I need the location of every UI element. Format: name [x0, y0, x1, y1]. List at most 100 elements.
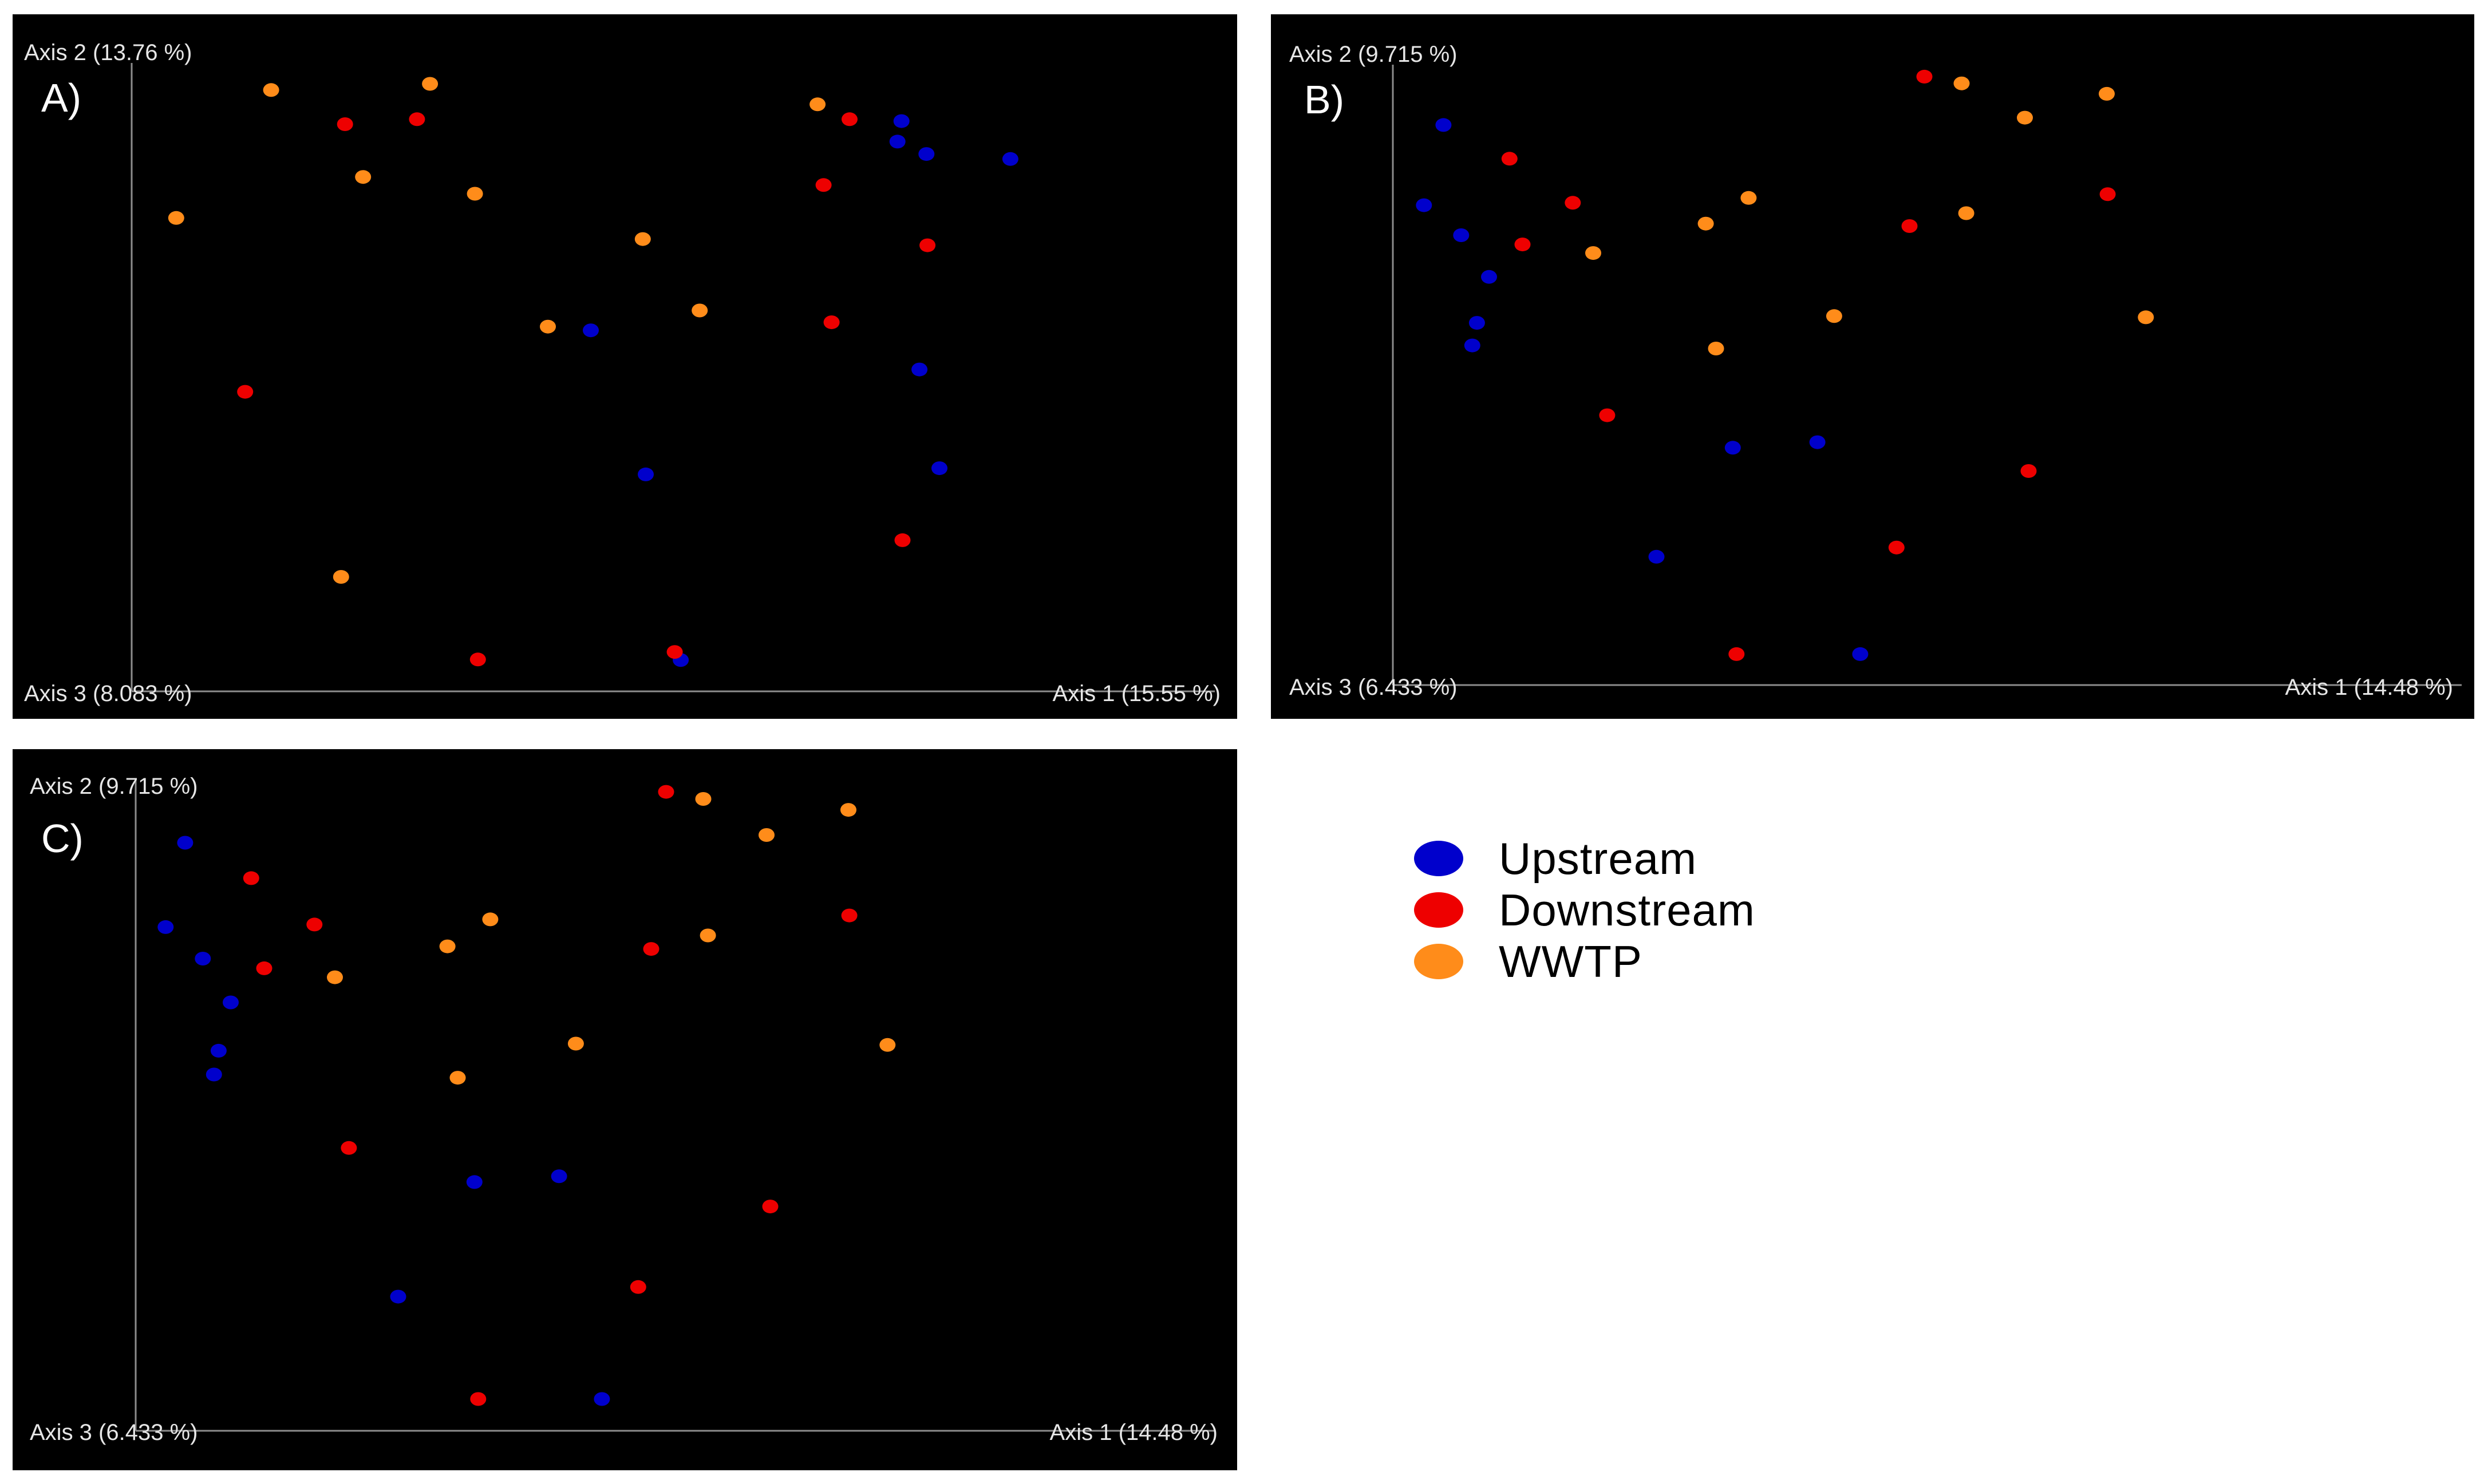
- legend-item-upstream: Upstream: [1414, 833, 1929, 884]
- point-downstream: [1916, 69, 1933, 84]
- point-downstream: [643, 942, 659, 956]
- panel-c-plot: Axis 2 (9.715 %) Axis 3 (6.433 %) Axis 1…: [30, 774, 1218, 1445]
- axis-1-label: Axis 1 (15.55 %): [1053, 681, 1221, 706]
- legend-swatch-wwtp: [1414, 944, 1463, 979]
- scatter-points: [168, 77, 1018, 667]
- point-wwtp: [439, 939, 456, 953]
- point-wwtp: [809, 97, 826, 112]
- legend-swatch-downstream: [1414, 892, 1463, 928]
- point-upstream: [390, 1289, 406, 1304]
- panel-a: Axis 2 (13.76 %) Axis 3 (8.083 %) Axis 1…: [13, 14, 1237, 719]
- axis-3-label: Axis 3 (6.433 %): [30, 1420, 198, 1445]
- point-upstream: [177, 836, 193, 850]
- point-upstream: [918, 147, 935, 161]
- point-upstream: [206, 1067, 222, 1082]
- point-wwtp: [700, 928, 716, 943]
- point-downstream: [2099, 187, 2116, 201]
- point-downstream: [306, 917, 323, 932]
- point-upstream: [1724, 441, 1741, 455]
- point-upstream: [594, 1392, 610, 1406]
- point-upstream: [1809, 435, 1826, 449]
- point-wwtp: [1708, 342, 1724, 355]
- point-downstream: [919, 238, 936, 252]
- point-downstream: [469, 652, 486, 667]
- point-upstream: [1002, 152, 1018, 166]
- point-wwtp: [759, 828, 775, 842]
- point-wwtp: [1697, 216, 1714, 231]
- point-upstream: [1416, 198, 1432, 212]
- point-wwtp: [1585, 246, 1601, 260]
- point-wwtp: [1958, 206, 1974, 220]
- point-wwtp: [879, 1038, 896, 1052]
- point-upstream: [466, 1175, 483, 1189]
- point-upstream: [210, 1043, 227, 1058]
- point-upstream: [911, 362, 928, 377]
- point-downstream: [243, 871, 259, 885]
- point-upstream: [893, 114, 910, 128]
- axis-3-label: Axis 3 (6.433 %): [1289, 675, 1457, 700]
- panel-label: A): [41, 76, 81, 120]
- panel-a-plot: Axis 2 (13.76 %) Axis 3 (8.083 %) Axis 1…: [24, 40, 1221, 706]
- legend-swatch-upstream: [1414, 841, 1463, 876]
- point-wwtp: [634, 232, 651, 246]
- point-wwtp: [692, 303, 708, 318]
- point-downstream: [237, 385, 254, 399]
- point-downstream: [1565, 196, 1581, 210]
- point-upstream: [1648, 549, 1665, 564]
- point-wwtp: [540, 319, 556, 334]
- point-wwtp: [695, 792, 712, 806]
- point-downstream: [666, 645, 683, 659]
- point-wwtp: [327, 970, 343, 984]
- axis-1-label: Axis 1 (14.48 %): [1050, 1420, 1218, 1445]
- point-downstream: [1599, 408, 1616, 422]
- panel-c: Axis 2 (9.715 %) Axis 3 (6.433 %) Axis 1…: [13, 749, 1237, 1470]
- point-downstream: [823, 315, 840, 330]
- point-downstream: [1901, 219, 1918, 233]
- point-wwtp: [840, 803, 856, 817]
- point-wwtp: [482, 912, 499, 927]
- point-wwtp: [1826, 309, 1842, 323]
- point-upstream: [1464, 338, 1480, 353]
- point-wwtp: [2138, 310, 2154, 324]
- point-downstream: [256, 961, 273, 975]
- point-upstream: [1481, 270, 1497, 284]
- point-downstream: [658, 785, 674, 799]
- scatter-points: [1416, 69, 2154, 661]
- point-downstream: [341, 1141, 357, 1155]
- point-upstream: [1453, 228, 1470, 242]
- point-wwtp: [422, 77, 439, 91]
- legend-label: WWTP: [1499, 936, 1642, 987]
- scatter-points: [157, 785, 896, 1406]
- point-upstream: [889, 134, 906, 149]
- point-upstream: [195, 952, 211, 965]
- axis-1-label: Axis 1 (14.48 %): [2285, 675, 2453, 700]
- point-wwtp: [2017, 110, 2033, 125]
- point-downstream: [1514, 238, 1531, 252]
- point-wwtp: [467, 187, 483, 201]
- panel-b-plot: Axis 2 (9.715 %) Axis 3 (6.433 %) Axis 1…: [1289, 42, 2462, 700]
- legend-item-downstream: Downstream: [1414, 884, 1929, 936]
- point-upstream: [638, 467, 654, 481]
- panel-b: Axis 2 (9.715 %) Axis 3 (6.433 %) Axis 1…: [1271, 14, 2474, 719]
- axis-3-label: Axis 3 (8.083 %): [24, 681, 192, 706]
- point-downstream: [337, 117, 353, 131]
- point-upstream: [931, 461, 947, 476]
- point-upstream: [583, 323, 599, 338]
- point-downstream: [815, 178, 832, 192]
- point-upstream: [551, 1169, 567, 1184]
- point-wwtp: [567, 1036, 584, 1051]
- legend-label: Downstream: [1499, 885, 1755, 935]
- point-wwtp: [2099, 86, 2115, 101]
- point-upstream: [223, 995, 239, 1010]
- point-upstream: [1468, 316, 1485, 330]
- panel-label: C): [41, 816, 84, 861]
- point-downstream: [1728, 647, 1745, 661]
- legend: Upstream Downstream WWTP: [1414, 833, 1929, 987]
- point-downstream: [470, 1392, 487, 1406]
- point-wwtp: [263, 83, 279, 97]
- point-upstream: [1435, 118, 1452, 132]
- point-downstream: [1888, 540, 1905, 555]
- point-downstream: [842, 112, 858, 126]
- point-wwtp: [355, 170, 372, 184]
